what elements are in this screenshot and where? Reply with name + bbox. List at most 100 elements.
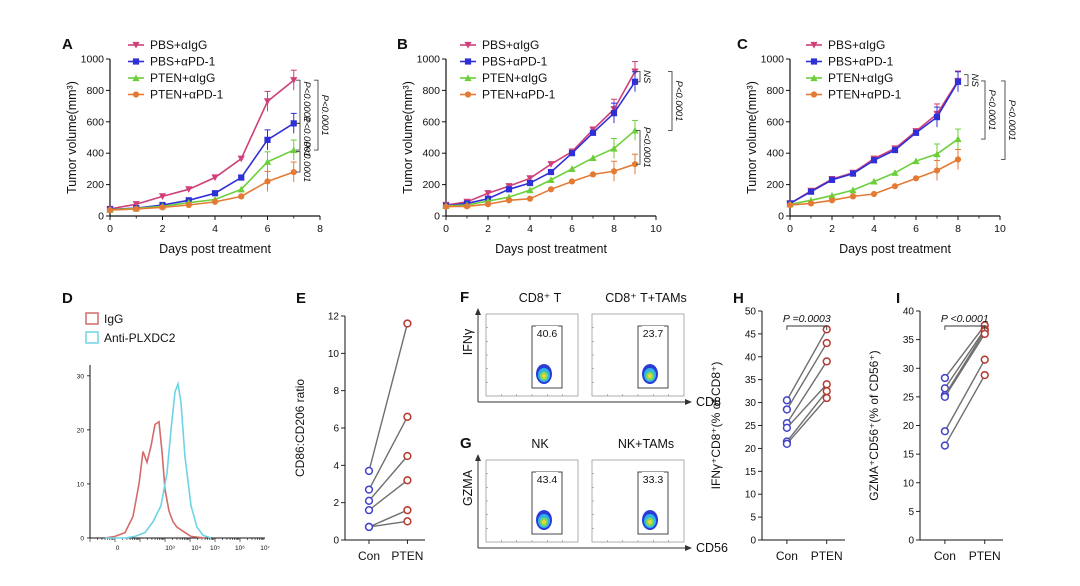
data-point [159,204,166,211]
y-tick-label: 1000 [761,54,785,66]
panel-label: B [397,36,408,53]
stat-bracket: P<0.0001 [636,127,652,168]
x-tick-label: 0 [443,223,449,235]
y-tick-label: 2 [333,498,339,509]
pten-point [980,329,989,339]
p-value-label: P<0.0001 [641,127,652,168]
series-2 [442,119,639,209]
x-tick-label: 4 [527,223,533,235]
panel-label: D [62,290,73,307]
pair-line [786,397,828,445]
flow-panel-f: CD8⁺ T 40.6 CD8⁺ T+TAMs 23.7 IFNγ CD8 [461,291,721,409]
data-point [870,177,878,185]
y-tick-label: 20 [745,444,757,455]
series-line [109,79,295,210]
y-tick-label: 400 [422,148,440,160]
density-core [648,519,652,525]
gate-label-bg [536,472,558,486]
series-line [109,171,295,211]
arrow-right-icon [685,545,692,551]
y-tick-label: 800 [766,85,784,97]
pten-point [403,412,412,421]
p-value-label: P<0.0001 [673,81,684,122]
y-tick-label: 0 [778,211,784,223]
data-point [828,191,836,199]
stat-bracket: P<0.0001 [981,80,997,140]
density-core [648,373,652,379]
series-3 [786,148,962,209]
y-tick-label: 400 [86,148,104,160]
data-point [589,171,597,178]
x-tick-label: 6 [569,223,575,235]
y-axis-label: CD86:CD206 ratio [293,379,307,477]
bracket-line [1001,80,1006,160]
category-label: Con [776,549,798,563]
stat-bracket: P<0.0001 [668,71,684,131]
pten-point [980,355,989,364]
y-tick-label: 0 [750,536,756,547]
stat-bracket: P<0.0001 [296,141,312,182]
stat-bracket: P<0.0001 [314,79,330,151]
data-point [589,154,597,162]
x-axis-label: Days post treatment [495,242,607,256]
panel-label: F [460,289,469,306]
x-tick-label: 10 [650,223,662,235]
y-tick-label: 25 [745,421,757,432]
data-point [807,188,815,195]
series-line [109,122,295,211]
pair-line [368,509,408,528]
data-point [133,205,140,213]
gate-percentage: 40.6 [537,328,558,340]
data-point [807,200,815,207]
panel-label: E [296,290,306,307]
data-point [526,195,534,202]
con-point [940,441,950,450]
p-value-label: NS [969,74,980,88]
data-point [631,126,639,134]
legend-label: PBS+αPD-1 [150,55,216,69]
pten-point [822,380,831,389]
legend-label: PTEN+αPD-1 [482,88,556,102]
x-tick-label: 6 [913,223,919,235]
legend-label: PTEN+αIgG [828,71,893,85]
x-tick-label: 6 [265,223,271,235]
y-tick-label: 35 [745,375,757,386]
flow-x-label: CD8 [696,395,721,409]
y-tick-label: 0 [434,211,440,223]
y-tick-label: 600 [766,116,784,128]
data-point [912,129,920,136]
x-axis-label: Days post treatment [839,242,951,256]
gate-percentage: 33.3 [643,474,664,486]
y-axis-label: Tumor volume(mm³) [65,81,79,194]
data-point [211,198,219,205]
bracket-line [636,71,641,83]
data-point [264,178,271,185]
legend-marker [464,74,472,82]
con-point [364,466,374,476]
pten-point [822,338,831,348]
y-tick-label: 4 [333,461,339,472]
legend-marker [464,91,472,98]
data-point [290,168,297,176]
data-point [211,190,219,197]
y-tick-label: 50 [745,307,757,318]
y-tick-label: 1000 [417,54,441,66]
legend-label: PTEN+αPD-1 [828,88,902,102]
data-point [912,175,920,182]
pten-point [822,387,831,396]
data-point [547,176,555,183]
con-point [940,392,950,402]
x-tick-label: 10⁴ [191,545,201,552]
data-point [526,175,534,182]
pair-line [786,361,828,424]
x-tick-label: 8 [955,223,961,235]
gate-label-bg [536,326,558,340]
con-point [782,396,792,405]
y-tick-label: 35 [903,335,915,346]
data-point [547,168,555,176]
con-point [364,485,374,494]
data-point [185,201,192,209]
data-point [891,169,899,176]
x-tick-label: 0 [116,545,120,552]
data-point [849,186,857,194]
